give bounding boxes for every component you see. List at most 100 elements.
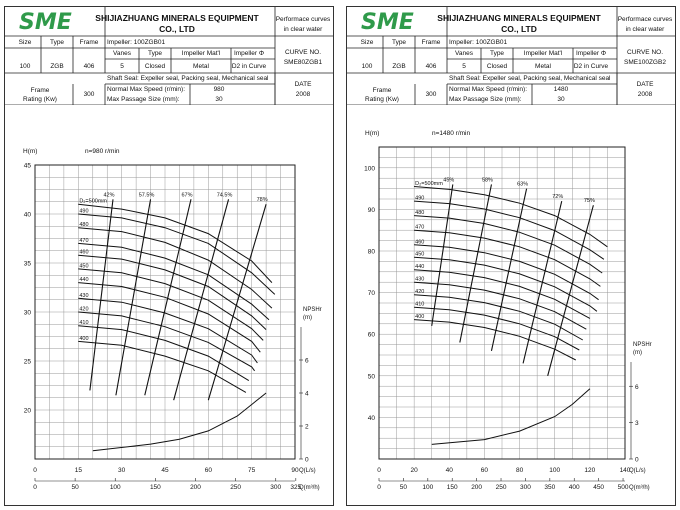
efficiency-line (115, 199, 152, 396)
efficiency-line (207, 204, 267, 401)
x2-tick-label: 100 (110, 484, 121, 491)
plot-frame (34, 164, 296, 460)
x2-tick-label: 325 (290, 484, 301, 491)
head-curve (78, 227, 273, 309)
efficiency-line (522, 200, 563, 364)
head-curve (414, 256, 598, 312)
head-curve (78, 213, 276, 295)
right-shaft-seal: Shaft Seal: Expeller seal, Packing seal,… (449, 75, 611, 82)
left-company-line2: CO., LTD (159, 24, 195, 34)
head-curve (78, 297, 258, 364)
diameter-label: 410 (79, 320, 88, 326)
left-imp-mat-value: Metal (193, 63, 209, 70)
speed-label: n=1480 r/min (432, 130, 471, 137)
left-impeller-text: Impeller: 100ZGB01 (107, 39, 166, 46)
right-type-value: ZGB (392, 63, 405, 70)
y-tick-label: 35 (24, 261, 32, 268)
chart-grid (34, 164, 296, 460)
diameter-label: 440 (79, 277, 88, 283)
left-type-label: Type (50, 39, 64, 46)
head-curve (414, 269, 591, 319)
left-size-label: Size (19, 39, 32, 46)
y-tick-label: 100 (364, 165, 375, 172)
x-axis-label: Q(L/s) (629, 468, 646, 474)
x2-tick-label: 0 (33, 484, 37, 491)
y-tick-label: 30 (24, 310, 32, 317)
right-normal-speed: 1480 (554, 86, 569, 93)
x2-axis-label: Q(m³/h) (629, 485, 650, 491)
x2-tick-label: 400 (569, 484, 580, 491)
efficiency-label: 42% (103, 192, 114, 198)
x-tick-label: 60 (205, 467, 213, 474)
left-frame-rating-label2: Rating (Kw) (23, 96, 57, 103)
head-curve (414, 319, 577, 361)
y-axis-label: H(m) (23, 148, 37, 155)
efficiency-label: 67% (181, 192, 192, 198)
x2-tick-label: 300 (520, 484, 531, 491)
x-tick-label: 100 (549, 467, 560, 474)
right-max-passage-label: Max Passage Size (mm): (449, 96, 522, 103)
diameter-label: 440 (415, 264, 424, 270)
left-imp-mat-label: Impeller Mat'l (182, 50, 221, 57)
x2-tick-label: 350 (544, 484, 555, 491)
diameter-label: 450 (79, 263, 88, 269)
right-imp-mat-label: Impeller Mat'l (524, 50, 563, 57)
npsh-tick-label: 6 (635, 384, 639, 391)
head-curve (414, 186, 608, 248)
efficiency-label: 72% (552, 194, 563, 200)
x-tick-label: 20 (411, 467, 419, 474)
left-max-passage: 30 (215, 96, 223, 103)
y-tick-label: 45 (24, 163, 32, 170)
efficiency-label: 63% (517, 182, 528, 188)
diameter-label: D₂=500mm (415, 181, 443, 187)
x2-tick-label: 500 (618, 484, 629, 491)
efficiency-line (547, 205, 594, 376)
y-tick-label: 60 (368, 332, 376, 339)
speed-label: n=980 r/min (85, 148, 120, 155)
left-frame-label: Frame (80, 39, 99, 46)
x2-tick-label: 200 (190, 484, 201, 491)
x-tick-label: 45 (161, 467, 169, 474)
chart-grid (378, 146, 626, 460)
x2-axis-label: Q(m³/h) (299, 485, 320, 491)
diameter-label: 460 (415, 239, 424, 245)
left-date-label: DATE (295, 81, 313, 88)
x2-tick-label: 250 (496, 484, 507, 491)
right-frame-label: Frame (422, 39, 441, 46)
npsh-tick-label: 0 (305, 457, 309, 464)
x-axis-label: Q(L/s) (299, 468, 316, 474)
efficiency-label: 45% (443, 177, 454, 183)
x-tick-label: 140 (620, 467, 631, 474)
diameter-label: 430 (79, 293, 88, 299)
diameter-label: 480 (415, 210, 424, 216)
right-frame-value: 406 (426, 63, 437, 70)
header-grid-lines (347, 7, 675, 105)
diameter-label: 460 (79, 250, 88, 256)
x2-tick-label: 150 (447, 484, 458, 491)
left-size-value: 100 (20, 63, 31, 70)
right-company-line2: CO., LTD (501, 24, 537, 34)
npsh-curve (92, 392, 267, 452)
right-imp-phi-value: D2 in Curve (574, 63, 609, 70)
right-date-label: DATE (637, 81, 655, 88)
y-tick-label: 70 (368, 290, 376, 297)
y-tick-label: 25 (24, 359, 32, 366)
head-curve (78, 254, 267, 330)
right-perf-line2: in clear water (626, 26, 665, 33)
right-imp-mat-value: Metal (535, 63, 551, 70)
x-tick-label: 80 (516, 467, 524, 474)
right-frame-rating-label1: Frame (373, 87, 392, 94)
diameter-label: D₂=500mm (79, 199, 107, 205)
left-perf-line1: Performace curves (276, 16, 331, 23)
x2-tick-label: 100 (422, 484, 433, 491)
y-tick-label: 20 (24, 408, 32, 415)
efficiency-line (173, 199, 230, 401)
right-imp-phi-label: Impeller Φ (576, 50, 606, 57)
y-tick-label: 90 (368, 207, 376, 214)
right-company-line1: SHIJIAZHUANG MINERALS EQUIPMENT (437, 13, 601, 23)
head-curve (78, 340, 247, 393)
head-curve (414, 294, 584, 341)
left-logo: SME (19, 10, 72, 35)
